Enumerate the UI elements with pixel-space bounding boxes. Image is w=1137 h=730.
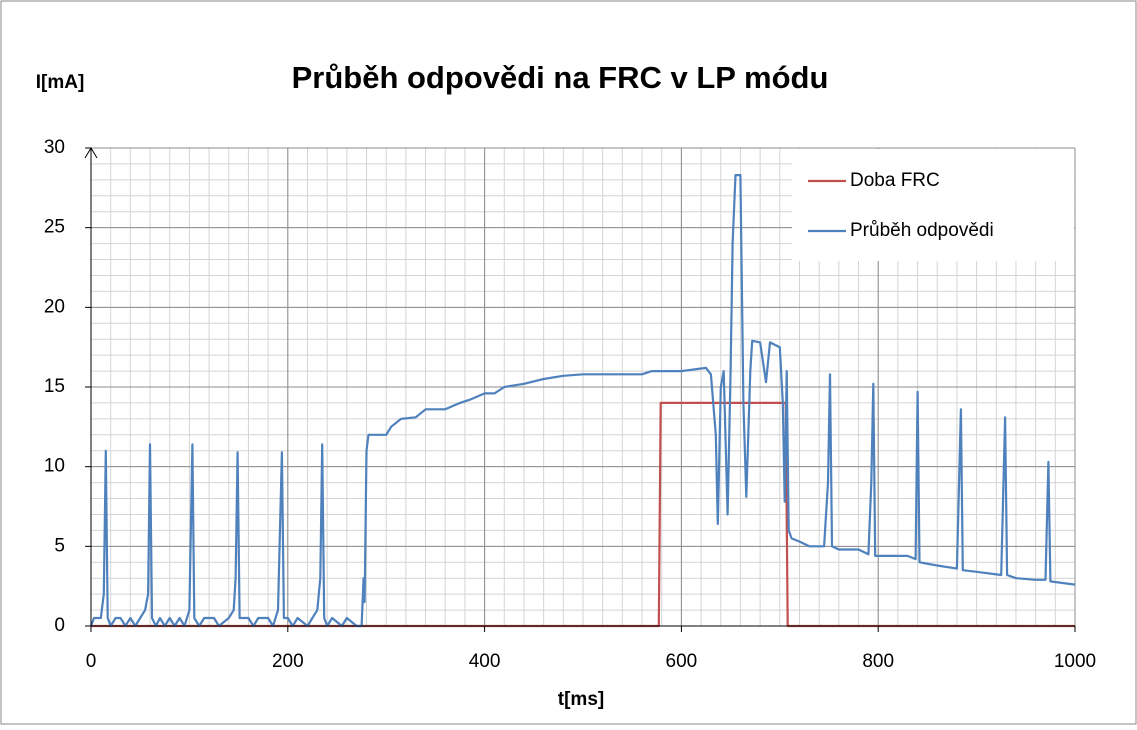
y-tick-label: 30 [44,137,65,158]
y-tick-label: 10 [44,456,65,477]
x-tick-label: 400 [469,651,501,672]
legend-label: Doba FRC [850,170,940,191]
x-tick-label: 600 [666,651,698,672]
axes: 0 200 400 600 800 1000 0 5 10 15 20 25 30 [44,137,1096,672]
x-tick-label: 0 [86,651,97,672]
x-tick-label: 1000 [1054,651,1096,672]
chart-title: Průběh odpovědi na FRC v LP módu [292,60,829,95]
y-axis-label: I[mA] [36,72,85,93]
y-tick-label: 0 [54,615,65,636]
legend-label: Průběh odpovědi [850,220,994,241]
y-tick-label: 20 [44,296,65,317]
x-axis-label: t[ms] [558,689,604,710]
y-tick-label: 25 [44,217,65,238]
y-axis [84,147,98,626]
y-tick-label: 15 [44,376,65,397]
line-series [89,174,1076,628]
x-tick-label: 200 [272,651,304,672]
x-tick-label: 800 [862,651,894,672]
legend [792,149,1074,261]
y-tick-label: 5 [54,535,65,556]
